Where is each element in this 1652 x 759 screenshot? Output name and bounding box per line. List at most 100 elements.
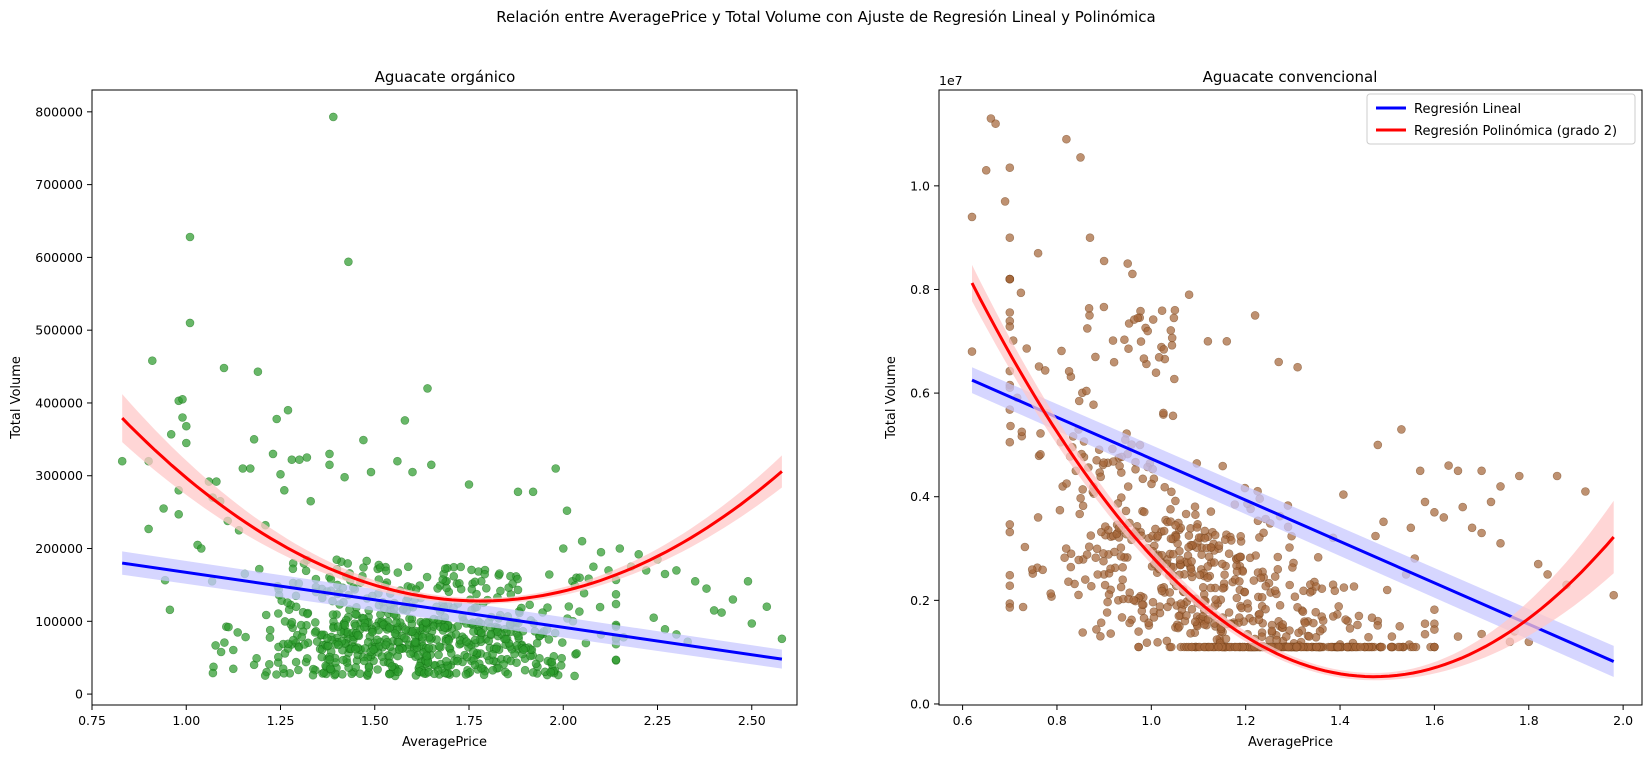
scatter-point — [1092, 544, 1102, 554]
scatter-point — [1074, 555, 1083, 565]
scatter-point — [1240, 587, 1250, 597]
scatter-point — [1342, 642, 1352, 652]
scatter-point — [1496, 538, 1505, 548]
scatter-point — [1091, 553, 1100, 563]
scatter-point — [1430, 507, 1439, 517]
scatter-point — [1224, 549, 1234, 559]
scatter-point — [462, 637, 471, 646]
scatter-point — [322, 634, 332, 643]
scatter-point — [480, 569, 490, 579]
scatter-point — [1102, 608, 1112, 617]
scatter-point — [1382, 585, 1392, 595]
scatter-point — [338, 655, 348, 665]
scatter-point — [1153, 637, 1162, 647]
scatter-point — [444, 636, 454, 645]
scatter-point — [1167, 487, 1176, 497]
scatter-point — [506, 571, 515, 581]
scatter-point — [519, 645, 528, 655]
scatter-point — [1191, 510, 1200, 520]
scatter-point — [337, 669, 347, 679]
scatter-point — [1121, 506, 1131, 516]
scatter-point — [1235, 552, 1245, 562]
scatter-point — [1101, 522, 1110, 531]
scatter-point — [486, 629, 495, 639]
scatter-point — [1159, 526, 1169, 536]
scatter-point — [1430, 642, 1439, 652]
scatter-point — [1123, 259, 1132, 268]
scatter-point — [1075, 509, 1084, 519]
scatter-point — [1169, 313, 1179, 323]
scatter-point — [372, 635, 382, 645]
scatter-point — [279, 485, 289, 495]
scatter-point — [1148, 315, 1158, 324]
scatter-point — [426, 460, 436, 470]
scatter-point — [577, 536, 587, 546]
scatter-point — [1036, 429, 1045, 438]
scatter-point — [394, 645, 404, 655]
scatter-point — [211, 641, 220, 650]
scatter-point — [323, 641, 333, 651]
scatter-point — [219, 363, 229, 373]
scatter-point — [467, 565, 476, 575]
scatter-point — [1115, 461, 1124, 471]
scatter-point — [1027, 565, 1037, 574]
scatter-point — [503, 669, 513, 679]
scatter-point — [1430, 605, 1439, 615]
scatter-point — [1162, 636, 1172, 646]
scatter-point — [351, 662, 361, 672]
x-tick-label: 2.50 — [738, 713, 766, 728]
scatter-point — [1206, 583, 1215, 593]
scatter-point — [1055, 505, 1065, 515]
scatter-point — [1170, 305, 1180, 315]
scatter-point — [1373, 621, 1382, 630]
scatter-point — [467, 584, 477, 594]
scatter-point — [1099, 302, 1109, 312]
scatter-point — [672, 566, 681, 575]
y-tick-label: 0.8 — [910, 282, 930, 297]
scatter-point — [359, 435, 368, 445]
scatter-point — [1005, 233, 1015, 242]
scatter-point — [401, 625, 410, 634]
scatter-point — [1221, 634, 1231, 644]
scatter-point — [1005, 581, 1015, 591]
scatter-point — [1515, 471, 1524, 481]
scatter-point — [1005, 570, 1015, 580]
scatter-point — [340, 620, 350, 630]
scatter-point — [1147, 479, 1156, 489]
x-tick-label: 1.8 — [1519, 713, 1539, 728]
scatter-point — [440, 564, 450, 574]
scatter-point — [1205, 642, 1214, 652]
scatter-point — [178, 413, 187, 422]
scatter-point — [1232, 642, 1242, 652]
scatter-point — [728, 595, 738, 604]
scatter-point — [1187, 604, 1197, 614]
scatter-point — [1217, 559, 1227, 569]
scatter-point — [272, 414, 282, 424]
poly-confidence-band — [122, 394, 782, 604]
scatter-point — [562, 506, 572, 516]
scatter-point — [1294, 628, 1303, 638]
scatter-point — [1116, 551, 1126, 561]
scatter-point — [453, 621, 463, 631]
scatter-point — [1157, 586, 1167, 596]
scatter-point — [334, 640, 343, 650]
scatter-point — [1104, 590, 1114, 599]
scatter-point — [280, 617, 290, 626]
scatter-point — [512, 658, 521, 668]
scatter-point — [1406, 523, 1416, 533]
scatter-point — [564, 602, 574, 611]
scatter-point — [501, 634, 511, 644]
scatter-point — [268, 449, 278, 459]
scatter-point — [1250, 311, 1260, 320]
x-tick-label: 2.0 — [1613, 713, 1633, 728]
y-tick-label: 100000 — [35, 614, 83, 629]
scatter-point — [1174, 611, 1184, 621]
scatter-point — [249, 434, 259, 444]
y-tick-label: 0.6 — [910, 386, 930, 401]
scatter-point — [306, 496, 316, 506]
scatter-point — [1167, 340, 1177, 350]
scatter-point — [1267, 626, 1277, 636]
scatter-point — [1311, 582, 1321, 591]
scatter-point — [615, 544, 625, 553]
scatter-point — [1274, 357, 1283, 367]
